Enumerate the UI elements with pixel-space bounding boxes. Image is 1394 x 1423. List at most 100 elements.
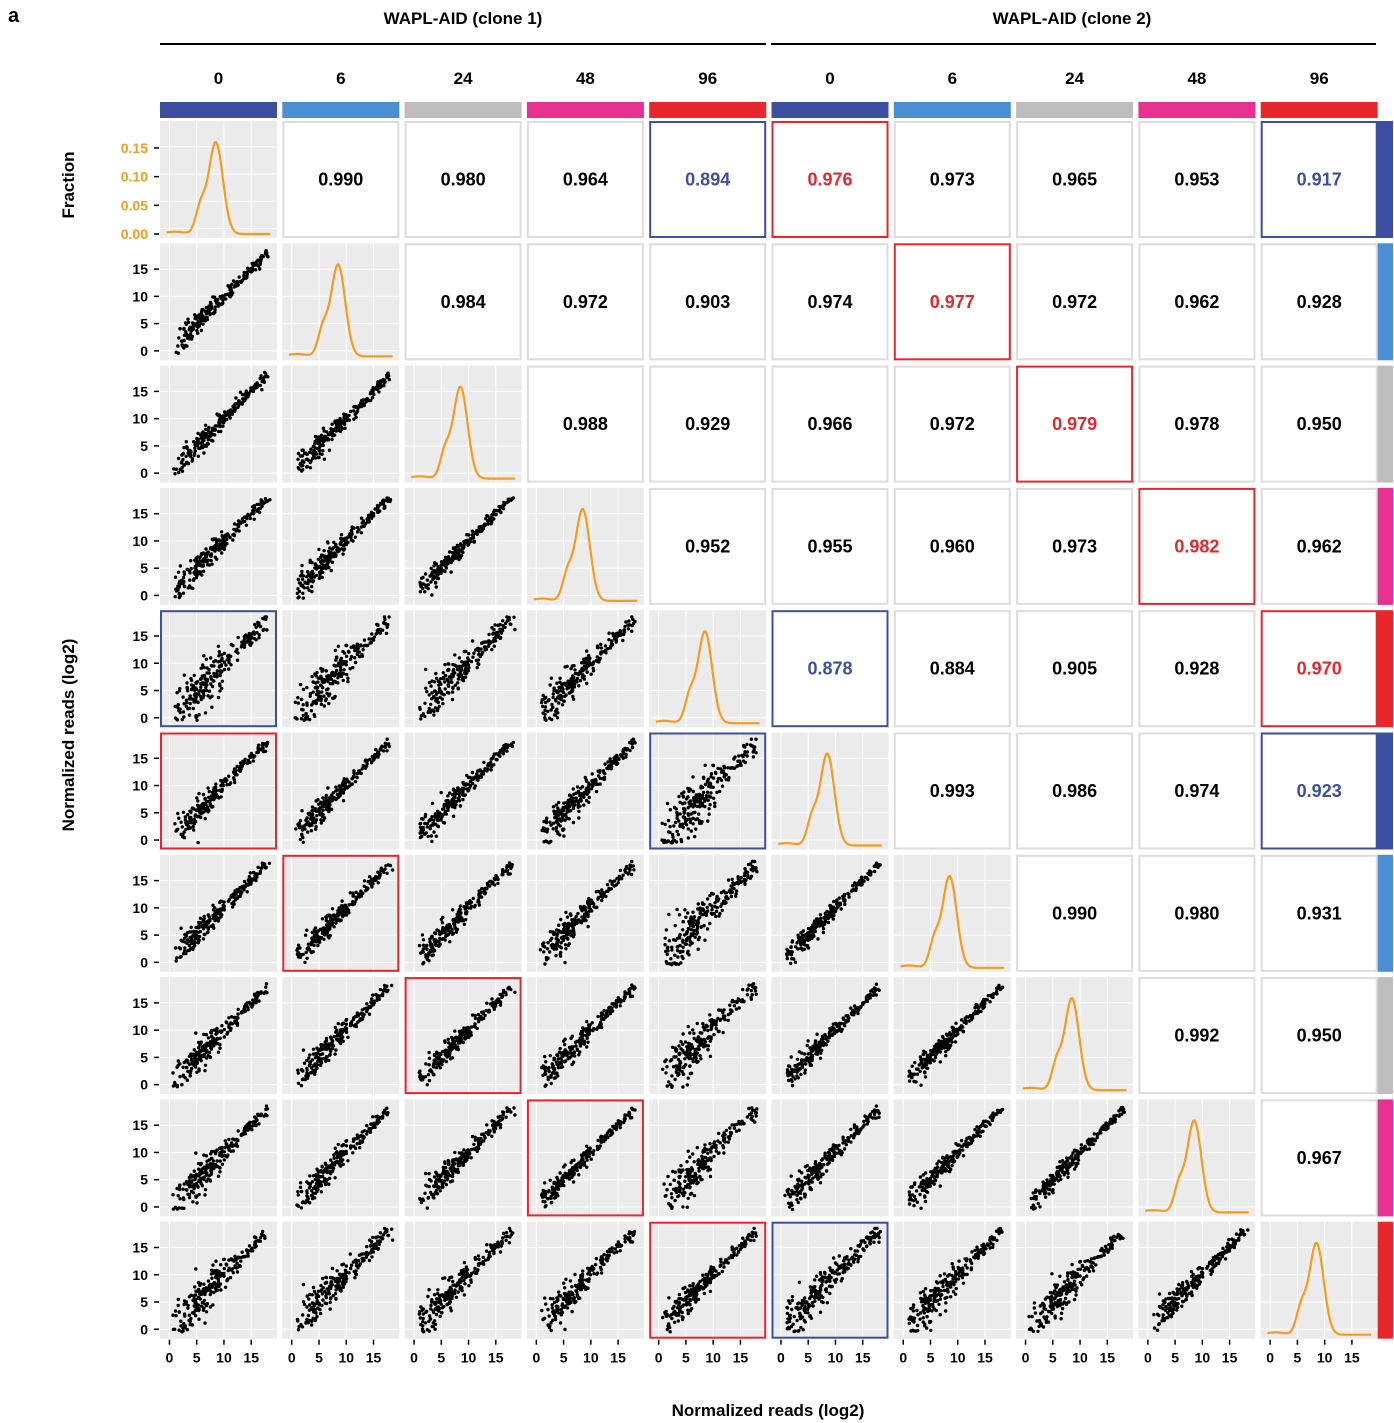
scatter-point [306,586,310,590]
scatter-point [314,827,318,831]
scatter-point [559,936,564,940]
scatter-point [428,574,432,578]
panel-grid [160,487,277,605]
scatter-point [427,680,432,685]
scatter-point [332,925,336,929]
density-curve [411,385,515,480]
scatter-point [682,933,687,937]
scatter-point [378,383,383,387]
scatter-point [472,786,477,790]
scatter-point [239,886,244,890]
scatter-point [234,773,238,777]
scatter-point [683,942,687,946]
scatter-point [311,574,315,579]
scatter-point [204,547,208,551]
scatter-point [543,712,547,716]
scatter-point [335,421,340,425]
scatter-point [213,906,217,910]
scatter-point [675,816,679,820]
scatter-point [184,330,188,334]
scatter-point [690,921,694,925]
scatter-point [690,933,695,937]
scatter-point [663,943,667,947]
scatter-point [177,816,181,820]
scatter-point [682,790,686,794]
correlation-value: 0.952 [685,536,730,556]
scatter-point [178,564,183,568]
scatter-point [319,575,323,579]
scatter-point [445,690,450,695]
scatter-point [306,579,311,583]
scatter-point [716,777,721,781]
scatter-point [385,749,389,753]
sample-color-bar-right [1377,487,1393,605]
scatter-point [585,792,589,796]
scatter-point [209,558,213,563]
scatter-point [177,470,181,475]
scatter-point [346,535,350,539]
scatter-point [664,928,668,932]
scatter-point [566,921,571,926]
scatter-point [213,918,217,923]
scatter-point [178,582,182,586]
correlation-cell [771,487,889,605]
scatter-point [189,810,193,815]
correlation-cell [893,243,1011,361]
scatter-point [564,947,568,951]
scatter-point [344,785,348,789]
scatter-point [242,879,247,884]
scatter-point [319,676,324,681]
scatter-point [627,619,631,623]
scatter-point [742,878,746,883]
scatter-point [230,412,235,416]
scatter-point [192,570,196,575]
scatter-point [180,460,184,464]
scatter-point [563,960,567,965]
scatter-point [584,798,589,803]
scatter-point [304,818,308,822]
scatter-point [451,686,455,690]
scatter-point [459,915,463,919]
scatter-point [245,890,249,894]
scatter-point [718,789,722,794]
scatter-point [300,448,304,452]
scatter-point [509,743,513,747]
scatter-point [569,680,573,685]
scatter-point [326,786,330,790]
scatter-point [201,804,205,808]
scatter-point [707,812,711,816]
scatter-point [236,894,240,899]
scatter-point [547,950,552,954]
scatter-point [341,678,345,683]
scatter-point [329,554,334,559]
scatter-point [707,795,712,799]
scatter-point [603,771,607,776]
scatter-point [183,815,187,819]
scatter-point [563,665,567,669]
scatter-point [694,827,698,831]
scatter-point [692,918,696,922]
scatter-point [202,674,207,679]
scatter-point [549,676,554,680]
scatter-point [213,428,217,432]
scatter-point [565,915,570,919]
scatter-point [268,498,272,502]
scatter-point [472,905,477,909]
scatter-point [182,346,186,350]
scatter-point [570,800,575,805]
time-label: 96 [1310,69,1329,88]
scatter-point [576,803,580,807]
correlation-value: 0.990 [318,170,363,190]
scatter-point [456,796,461,801]
scatter-point [338,542,342,546]
scatter-point [699,784,703,788]
scatter-point [621,873,625,877]
scatter-point [223,410,227,414]
scatter-point [481,640,485,645]
scatter-point [696,947,700,951]
scatter-point [199,682,203,686]
scatter-point [204,688,209,693]
scatter-point [201,314,205,318]
scatter-point [200,445,205,450]
scatter-point [387,615,391,619]
